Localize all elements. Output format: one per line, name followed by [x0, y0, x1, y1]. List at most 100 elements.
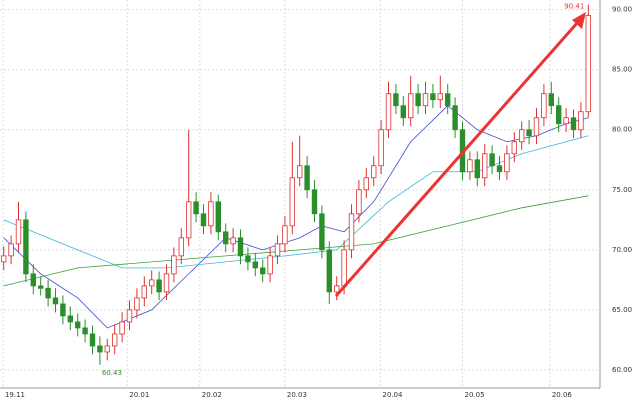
candle-body — [45, 287, 51, 299]
candle-body — [171, 255, 177, 275]
candle-body — [0, 255, 7, 263]
x-tick-label: 19.11 — [5, 391, 25, 399]
candle-body — [237, 237, 244, 257]
candle-body — [30, 273, 36, 287]
candle-body — [67, 315, 73, 323]
candle-body — [541, 93, 547, 119]
candle-body — [415, 93, 421, 107]
candle-body — [97, 345, 103, 353]
candle-body — [526, 129, 532, 137]
y-tick-label: 75.00 — [612, 186, 632, 194]
x-tick-label: 20.05 — [465, 391, 485, 399]
candle-body — [52, 297, 59, 305]
candle-body — [304, 165, 310, 191]
candle-body — [274, 243, 281, 257]
candle-body — [511, 141, 517, 155]
candle-body — [282, 225, 288, 245]
candle-body — [148, 279, 155, 287]
candle-body — [215, 201, 221, 233]
candle-body — [422, 93, 429, 107]
candle-body — [319, 213, 325, 251]
candle-body — [104, 345, 110, 353]
candle-body — [259, 267, 266, 275]
candle-body — [230, 237, 236, 245]
candle-body — [385, 93, 392, 131]
arrow-head — [572, 12, 586, 29]
candle-body — [370, 165, 377, 179]
candle-body — [578, 111, 584, 131]
candle-body — [356, 189, 362, 215]
candle-body — [119, 321, 125, 335]
candle-body — [570, 117, 577, 131]
y-tick-label: 65.00 — [612, 306, 632, 314]
candle-body — [134, 297, 140, 311]
candle-body — [38, 285, 44, 289]
candle-body — [156, 279, 162, 293]
candle-body — [504, 153, 510, 173]
candle-body — [8, 243, 14, 257]
candle-body — [333, 285, 340, 293]
x-tick-label: 20.03 — [287, 391, 307, 399]
candle-body — [585, 15, 591, 113]
candle-body — [430, 93, 436, 101]
candle-body — [252, 261, 258, 269]
candle-body — [348, 213, 355, 251]
candle-body — [245, 255, 251, 263]
candle-body — [407, 93, 414, 119]
candle-body — [89, 333, 96, 347]
candle-body — [393, 93, 399, 107]
y-tick-label: 85.00 — [612, 66, 632, 74]
moving-average — [3, 195, 589, 287]
candle-body — [467, 159, 473, 173]
candle-body — [75, 321, 81, 329]
candle-body — [222, 231, 229, 245]
candle-body — [378, 129, 384, 167]
y-tick-label: 80.00 — [612, 126, 632, 134]
x-tick-label: 20.02 — [202, 391, 222, 399]
candle-body — [474, 159, 480, 179]
candle-body — [481, 153, 488, 179]
y-tick-label: 60.00 — [612, 366, 632, 374]
candle-body — [163, 273, 170, 293]
high-label: 90.41 — [564, 3, 584, 11]
candle-body — [556, 105, 562, 125]
candle-body — [200, 213, 207, 227]
candle-body — [563, 117, 569, 125]
candle-body — [437, 93, 443, 101]
candle-body — [178, 237, 184, 257]
candle-body — [296, 165, 303, 179]
candle-body — [185, 201, 192, 239]
candle-body — [548, 93, 554, 107]
candle-body — [267, 255, 273, 275]
candle-body — [126, 309, 133, 323]
candle-body — [519, 129, 525, 143]
x-tick-label: 20.01 — [129, 391, 149, 399]
y-tick-label: 70.00 — [612, 246, 632, 254]
y-tick-label: 90.00 — [612, 6, 632, 14]
candle-body — [311, 189, 318, 215]
candle-body — [141, 285, 147, 299]
candle-body — [15, 219, 22, 245]
candle-body — [208, 201, 214, 227]
candle-body — [452, 105, 458, 131]
candle-body — [400, 105, 406, 119]
low-label: 60.43 — [102, 369, 122, 377]
candle-body — [496, 165, 503, 173]
candle-body — [82, 327, 88, 335]
candle-body — [489, 153, 495, 167]
candle-body — [326, 249, 332, 293]
candle-body — [363, 177, 369, 191]
trend-arrow — [334, 21, 580, 297]
x-tick-label: 20.04 — [382, 391, 403, 399]
candle-body — [444, 93, 451, 107]
candle-body — [60, 303, 66, 317]
candle-body — [23, 219, 29, 275]
candle-body — [193, 201, 199, 215]
candle-body — [289, 177, 295, 227]
candle-body — [112, 333, 118, 347]
moving-average — [3, 135, 589, 269]
candle-body — [341, 249, 347, 287]
candle-body — [533, 117, 540, 137]
